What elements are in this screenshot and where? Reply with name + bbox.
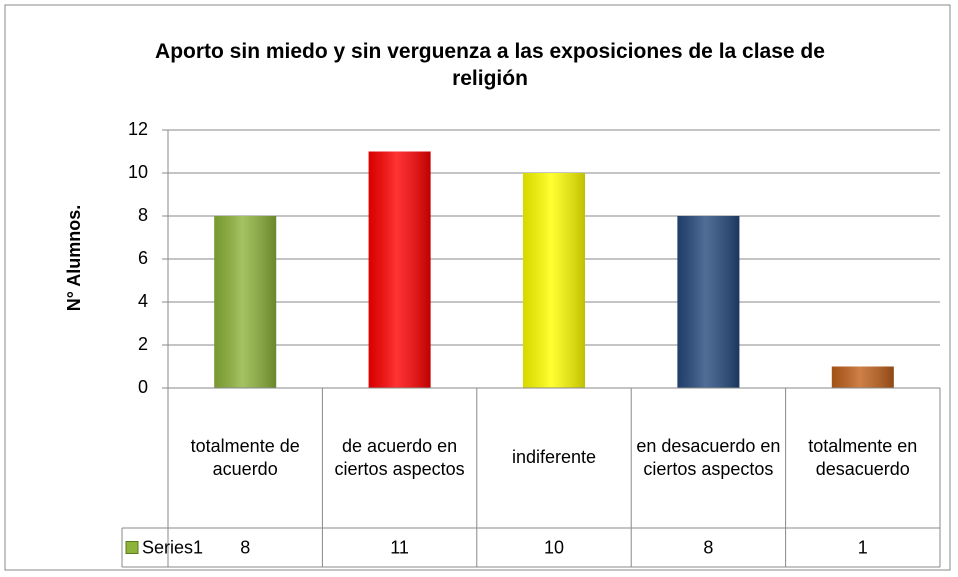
y-tick-label: 12 — [128, 119, 148, 139]
bar-shade — [214, 216, 277, 388]
bar-shade — [523, 173, 585, 388]
y-tick-label: 8 — [138, 205, 148, 225]
x-tick-label-box: de acuerdo en ciertos aspectos — [334, 435, 465, 479]
x-tick-label: indiferente — [511, 447, 597, 468]
y-tick-label: 4 — [138, 291, 148, 311]
legend-label: Series1 — [142, 537, 203, 557]
title-box: Aporto sin miedo y sin verguenza a las e… — [155, 39, 825, 90]
y-tick-label: 6 — [138, 248, 148, 268]
y-tick-label: 0 — [138, 377, 148, 397]
y-tick-label: 10 — [128, 162, 148, 182]
table-value: 11 — [390, 537, 409, 557]
y-axis-label: N° Alumnos. — [64, 205, 84, 312]
table-value: 8 — [240, 537, 250, 557]
table-value: 10 — [544, 537, 564, 557]
table-value: 8 — [703, 537, 713, 557]
x-tick-label: en desacuerdo en ciertos aspectos — [636, 435, 781, 479]
y-tick-label: 2 — [138, 334, 148, 354]
x-tick-label: totalmente en desacuerdo — [808, 435, 918, 479]
table-value: 1 — [858, 537, 868, 557]
x-tick-label-box: en desacuerdo en ciertos aspectos — [636, 435, 781, 479]
bar-shade — [677, 216, 740, 388]
chart-border — [4, 4, 951, 571]
x-tick-label-box: indiferente — [511, 447, 597, 468]
x-tick-label-box: totalmente en desacuerdo — [808, 435, 918, 479]
x-tick-label: totalmente de acuerdo — [190, 435, 300, 479]
bar-shade — [368, 151, 431, 388]
chart-title: Aporto sin miedo y sin verguenza a las e… — [155, 39, 825, 90]
x-tick-label-box: totalmente de acuerdo — [190, 435, 300, 479]
legend-swatch — [125, 541, 139, 554]
x-tick-label: de acuerdo en ciertos aspectos — [334, 435, 465, 479]
bar-shade — [831, 366, 894, 388]
